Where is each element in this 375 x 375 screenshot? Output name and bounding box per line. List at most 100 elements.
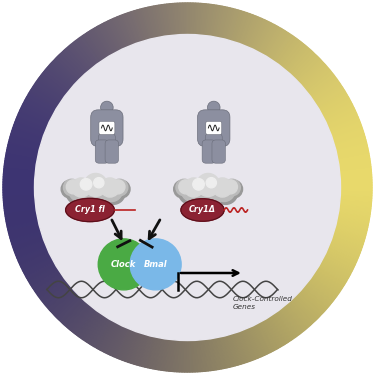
Wedge shape [3, 183, 34, 185]
Wedge shape [324, 104, 352, 119]
Wedge shape [62, 299, 84, 324]
Wedge shape [301, 64, 326, 86]
Wedge shape [280, 309, 300, 335]
Wedge shape [194, 340, 198, 372]
Wedge shape [332, 236, 363, 248]
Wedge shape [244, 329, 257, 359]
Wedge shape [10, 136, 40, 147]
Wedge shape [316, 88, 344, 106]
Wedge shape [90, 317, 108, 345]
Wedge shape [336, 222, 368, 231]
Wedge shape [218, 7, 226, 38]
Wedge shape [4, 166, 36, 172]
Wedge shape [191, 3, 194, 34]
Wedge shape [152, 6, 160, 38]
Wedge shape [129, 12, 140, 42]
Wedge shape [46, 68, 71, 89]
Wedge shape [50, 290, 75, 312]
Wedge shape [40, 75, 66, 96]
Wedge shape [268, 316, 287, 344]
Wedge shape [254, 21, 270, 51]
Wedge shape [204, 4, 210, 36]
Wedge shape [104, 324, 120, 353]
Wedge shape [138, 335, 148, 366]
Wedge shape [226, 335, 236, 366]
Wedge shape [12, 235, 42, 246]
Wedge shape [316, 270, 343, 288]
Wedge shape [123, 14, 135, 44]
Wedge shape [334, 228, 365, 238]
Wedge shape [148, 337, 156, 368]
Wedge shape [4, 200, 35, 204]
Wedge shape [37, 79, 64, 99]
Wedge shape [10, 135, 41, 146]
Wedge shape [232, 11, 243, 42]
Wedge shape [4, 165, 36, 171]
Wedge shape [50, 289, 74, 311]
Wedge shape [7, 219, 38, 228]
Wedge shape [22, 104, 51, 120]
Wedge shape [264, 319, 281, 347]
Wedge shape [339, 210, 370, 216]
Wedge shape [290, 50, 312, 75]
Wedge shape [294, 56, 318, 80]
Wedge shape [28, 265, 57, 283]
FancyBboxPatch shape [103, 111, 111, 120]
Wedge shape [297, 58, 320, 81]
Wedge shape [57, 296, 81, 320]
Wedge shape [314, 273, 340, 292]
Wedge shape [56, 295, 80, 318]
Wedge shape [9, 227, 40, 237]
Wedge shape [251, 326, 266, 356]
Wedge shape [312, 275, 339, 295]
Wedge shape [81, 36, 101, 62]
Wedge shape [179, 3, 182, 34]
Wedge shape [306, 284, 331, 305]
Wedge shape [299, 291, 324, 314]
Circle shape [83, 178, 108, 203]
Wedge shape [328, 114, 357, 128]
Wedge shape [339, 203, 371, 208]
Wedge shape [92, 28, 110, 57]
Wedge shape [157, 338, 164, 370]
Wedge shape [141, 336, 151, 367]
Wedge shape [291, 51, 314, 76]
Wedge shape [198, 340, 202, 372]
Wedge shape [9, 225, 39, 234]
Wedge shape [44, 70, 69, 92]
Wedge shape [105, 324, 121, 354]
Wedge shape [13, 238, 44, 251]
Wedge shape [311, 276, 338, 296]
Wedge shape [279, 309, 299, 336]
Wedge shape [42, 282, 68, 303]
Wedge shape [155, 6, 162, 37]
Wedge shape [327, 249, 356, 264]
Wedge shape [26, 261, 54, 277]
Wedge shape [268, 31, 286, 58]
Wedge shape [330, 241, 360, 254]
Wedge shape [165, 4, 170, 36]
Wedge shape [3, 178, 35, 181]
Circle shape [79, 187, 99, 207]
Wedge shape [213, 6, 219, 37]
Circle shape [111, 179, 128, 196]
Wedge shape [294, 297, 317, 320]
Wedge shape [329, 244, 358, 258]
Circle shape [111, 180, 125, 194]
Wedge shape [292, 53, 315, 76]
FancyBboxPatch shape [98, 134, 116, 148]
Wedge shape [111, 19, 125, 48]
Wedge shape [282, 307, 303, 333]
Wedge shape [39, 76, 65, 97]
Wedge shape [325, 106, 354, 122]
Wedge shape [222, 336, 231, 367]
Circle shape [100, 101, 113, 114]
Wedge shape [127, 12, 139, 43]
Wedge shape [49, 64, 74, 86]
Wedge shape [54, 58, 78, 81]
Wedge shape [43, 283, 69, 304]
Wedge shape [57, 56, 80, 80]
Wedge shape [69, 45, 90, 70]
Wedge shape [3, 180, 34, 182]
Wedge shape [321, 96, 349, 113]
